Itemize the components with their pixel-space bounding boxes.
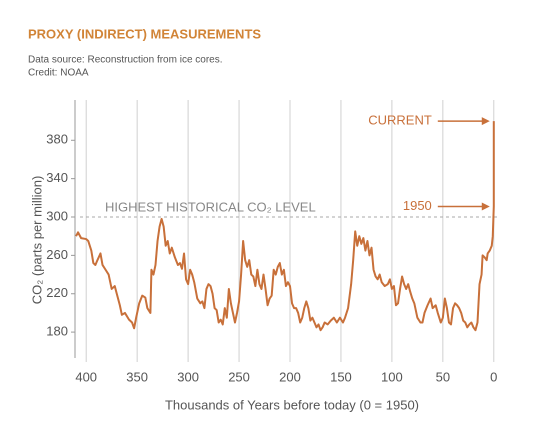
annotation-label: CURRENT [368,113,432,128]
y-tick-label: 300 [46,208,68,223]
arrow-head [481,117,490,126]
annotation-label: 1950 [403,198,432,213]
y-tick-label: 220 [46,285,68,300]
x-tick-label: 0 [490,369,497,384]
y-tick-label: 380 [46,132,68,147]
x-tick-label: 250 [228,369,250,384]
y-axis-label: CO₂ (parts per million) [29,176,44,305]
x-tick-label: 200 [279,369,301,384]
y-tick-label: 180 [46,324,68,339]
subtitle: Credit: NOAA [28,68,89,79]
subtitle: Data source: Reconstruction from ice cor… [28,55,223,66]
x-axis-label: Thousands of Years before today (0 = 195… [165,397,419,412]
co2-line [75,121,495,332]
x-tick-label: 300 [177,369,199,384]
y-tick-label: 260 [46,247,68,262]
x-tick-label: 350 [126,369,148,384]
x-tick-label: 100 [381,369,403,384]
x-tick-label: 150 [330,369,352,384]
y-tick-label: 340 [46,170,68,185]
chart-title: PROXY (INDIRECT) MEASUREMENTS [28,26,261,41]
x-tick-label: 50 [436,369,450,384]
reference-label: HIGHEST HISTORICAL CO₂ LEVEL [105,199,316,214]
arrow-head [481,202,490,211]
x-tick-label: 400 [75,369,97,384]
